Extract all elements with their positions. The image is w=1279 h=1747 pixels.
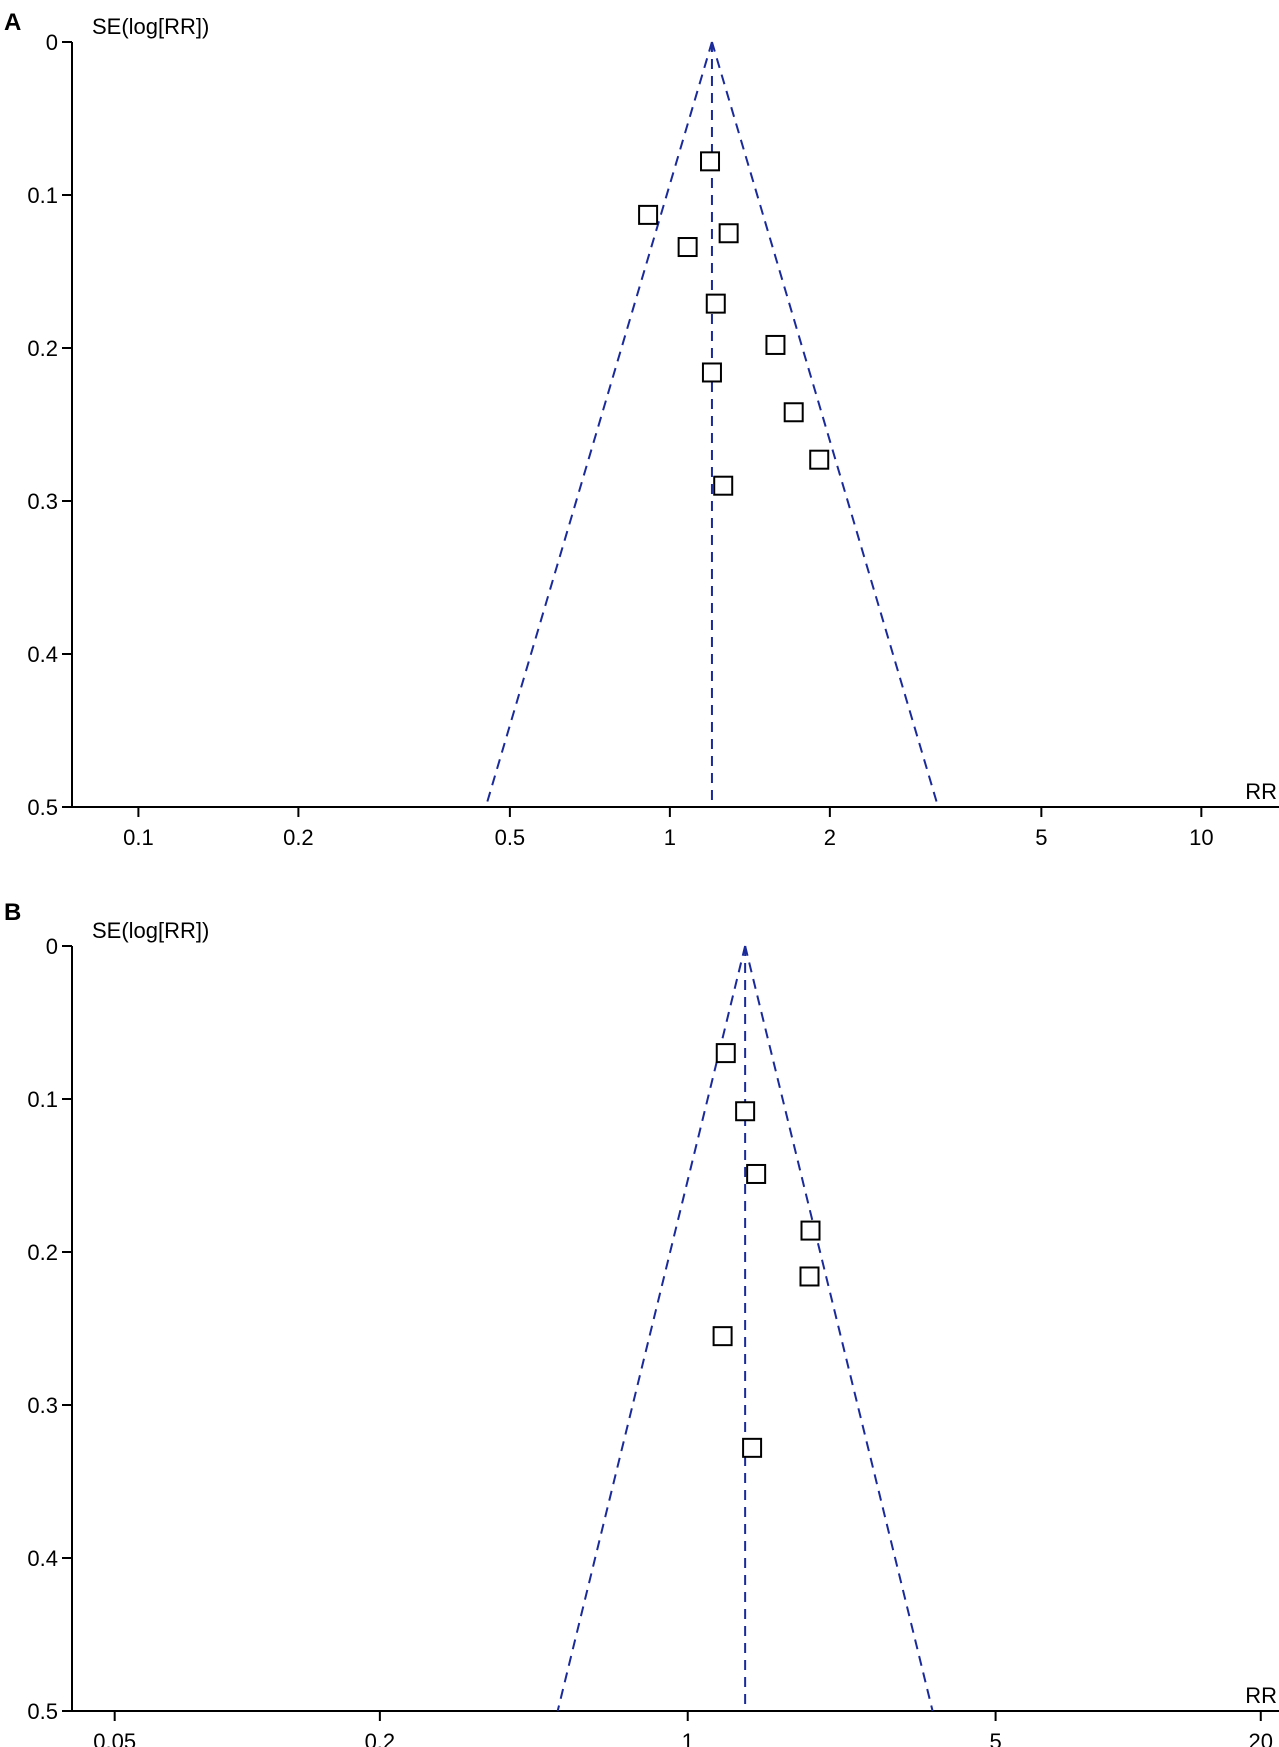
panel-a-y-axis-title: SE(log[RR])	[92, 14, 209, 39]
panel-a-y-tick-label: 0.2	[27, 336, 58, 361]
panel-a-y-tick-label: 0.4	[27, 642, 58, 667]
panel-b-x-tick-label: 5	[989, 1729, 1001, 1747]
panel-a-study-point	[705, 293, 726, 314]
panel-a-x-tick-label: 10	[1189, 825, 1213, 850]
panel-a-study-point	[677, 237, 698, 258]
panel-b-y-axis-title: SE(log[RR])	[92, 918, 209, 943]
panel-b-letter: B	[4, 899, 21, 926]
panel-a-funnel-right	[710, 41, 940, 808]
panel-b-y-tick-label: 0.5	[27, 1699, 58, 1724]
panel-b-x-tick-label: 0.2	[365, 1729, 396, 1747]
panel-a-study-point	[700, 151, 721, 172]
panel-a-y-tick-label: 0	[46, 30, 58, 55]
panel-a-study-point	[783, 402, 804, 423]
panel-a-letter: A	[4, 9, 21, 36]
panel-a-y-tick-label: 0.5	[27, 795, 58, 820]
panel-a-x-tick-label: 2	[824, 825, 836, 850]
panel-a-funnel-left	[484, 41, 713, 808]
panel-b-x-tick-label: 1	[682, 1729, 694, 1747]
panel-a-y-tick-label: 0.1	[27, 183, 58, 208]
panel-a-study-point	[638, 204, 659, 225]
panel-b-x-tick-label: 0.05	[93, 1729, 136, 1747]
panel-b-x-tick-label: 20	[1249, 1729, 1273, 1747]
panel-b-x-axis-title: RR	[1245, 1683, 1277, 1708]
panel-b-y-tick-label: 0.4	[27, 1546, 58, 1571]
panel-a-y-tick-label: 0.3	[27, 489, 58, 514]
panel-b-study-point	[800, 1220, 821, 1241]
panel-b-study-point	[742, 1437, 763, 1458]
panel-a-study-point	[713, 475, 734, 496]
panel-b-y-tick-label: 0	[46, 934, 58, 959]
panel-a-study-point	[718, 223, 739, 244]
panel-a-x-tick-label: 0.2	[283, 825, 314, 850]
panel-a-study-point	[765, 334, 786, 355]
panel-a-study-point	[701, 362, 722, 383]
panel-b-study-point	[799, 1266, 820, 1287]
panel-b-study-point	[715, 1043, 736, 1064]
panel-a-x-axis-title: RR	[1245, 779, 1277, 804]
panel-b-study-point	[712, 1326, 733, 1347]
panel-b-y-tick-label: 0.2	[27, 1240, 58, 1265]
panel-b-funnel-left	[556, 945, 747, 1712]
panel-a-x-tick-label: 0.5	[495, 825, 526, 850]
panel-a-study-point	[809, 449, 830, 470]
panel-b-y-tick-label: 0.1	[27, 1087, 58, 1112]
panel-a-x-tick-label: 0.1	[123, 825, 154, 850]
panel-a-x-tick-label: 1	[664, 825, 676, 850]
panel-b-study-point	[746, 1163, 767, 1184]
panel-b-study-point	[735, 1101, 756, 1122]
panel-b-funnel-right	[744, 945, 934, 1712]
panel-b-y-tick-label: 0.3	[27, 1393, 58, 1418]
panel-a-x-tick-label: 5	[1035, 825, 1047, 850]
